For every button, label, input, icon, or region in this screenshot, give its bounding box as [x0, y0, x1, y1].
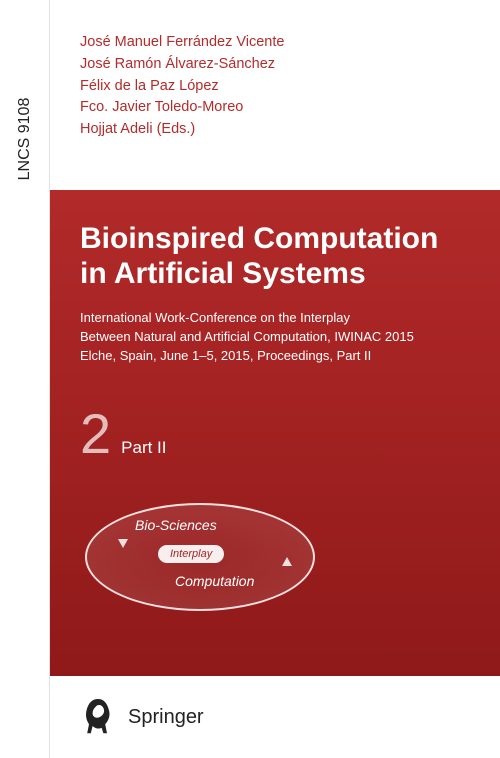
book-cover: LNCS 9108 José Manuel Ferrández Vicente … [0, 0, 500, 758]
diagram-label-top: Bio-Sciences [135, 517, 217, 533]
editors-block: José Manuel Ferrández Vicente José Ramón… [50, 0, 500, 190]
series-label: LNCS 9108 [16, 98, 34, 181]
diagram-label-bottom: Computation [175, 573, 254, 589]
front-cover: José Manuel Ferrández Vicente José Ramón… [50, 0, 500, 758]
editors-list: José Manuel Ferrández Vicente José Ramón… [80, 32, 470, 141]
interplay-diagram: Bio-Sciences Interplay Computation [80, 497, 320, 617]
part-number: 2 [80, 406, 111, 462]
subtitle-line: International Work-Conference on the Int… [80, 309, 470, 328]
editor-name: Fco. Javier Toledo-Moreo [80, 97, 470, 119]
diagram-label-middle: Interplay [158, 545, 224, 563]
editor-name: José Ramón Álvarez-Sánchez [80, 54, 470, 76]
publisher-block: Springer [50, 676, 500, 758]
editor-name: Hojjat Adeli (Eds.) [80, 119, 470, 141]
book-title: Bioinspired Computation in Artificial Sy… [80, 222, 470, 291]
spine: LNCS 9108 [0, 0, 50, 758]
title-block: Bioinspired Computation in Artificial Sy… [50, 190, 500, 676]
editor-name: Félix de la Paz López [80, 76, 470, 98]
part-indicator: 2 Part II [80, 406, 470, 462]
springer-horse-icon [80, 697, 116, 737]
publisher-name: Springer [128, 706, 204, 729]
subtitle-line: Between Natural and Artificial Computati… [80, 328, 470, 347]
arrow-down-icon [118, 539, 128, 548]
book-subtitle: International Work-Conference on the Int… [80, 309, 470, 366]
arrow-up-icon [282, 557, 292, 566]
part-label: Part II [121, 438, 166, 458]
subtitle-line: Elche, Spain, June 1–5, 2015, Proceeding… [80, 347, 470, 366]
editor-name: José Manuel Ferrández Vicente [80, 32, 470, 54]
